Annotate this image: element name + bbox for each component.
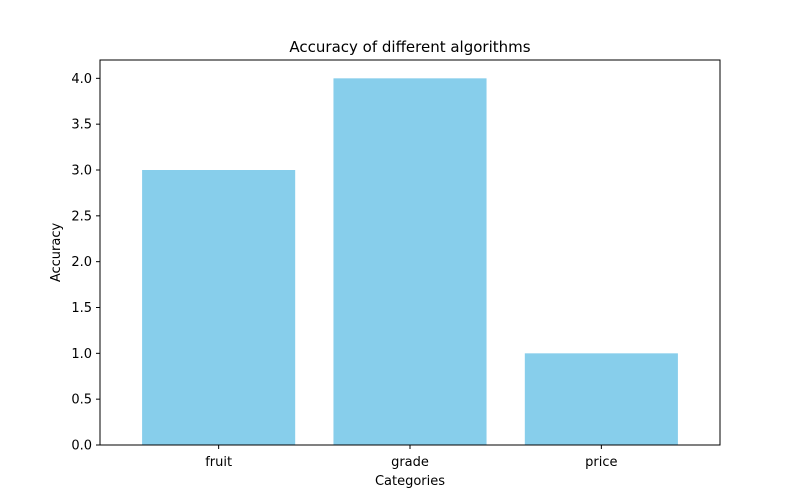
y-axis-label: Accuracy [49,223,64,283]
bar-grade [333,78,487,445]
y-tick-label: 2.0 [71,255,92,270]
x-axis-ticks: fruit grade price [205,445,618,470]
y-tick-label: 3.0 [71,164,92,179]
bars-group [142,78,678,445]
chart-title: Accuracy of different algorithms [289,38,530,56]
y-axis-ticks: 0.0 0.5 1.0 1.5 2.0 2.5 3.0 3.5 4.0 [71,72,100,454]
x-axis-label: Categories [375,474,445,489]
x-tick-label-grade: grade [391,455,429,470]
x-tick-label-price: price [585,455,617,470]
y-tick-label: 1.0 [71,347,92,362]
bar-price [524,353,678,445]
y-tick-label: 0.0 [71,439,92,454]
bar-fruit [142,170,296,445]
y-tick-label: 1.5 [71,301,92,316]
y-tick-label: 2.5 [71,209,92,224]
y-tick-label: 0.5 [71,393,92,408]
y-tick-label: 4.0 [71,72,92,87]
x-tick-label-fruit: fruit [205,455,232,470]
y-tick-label: 3.5 [71,118,92,133]
